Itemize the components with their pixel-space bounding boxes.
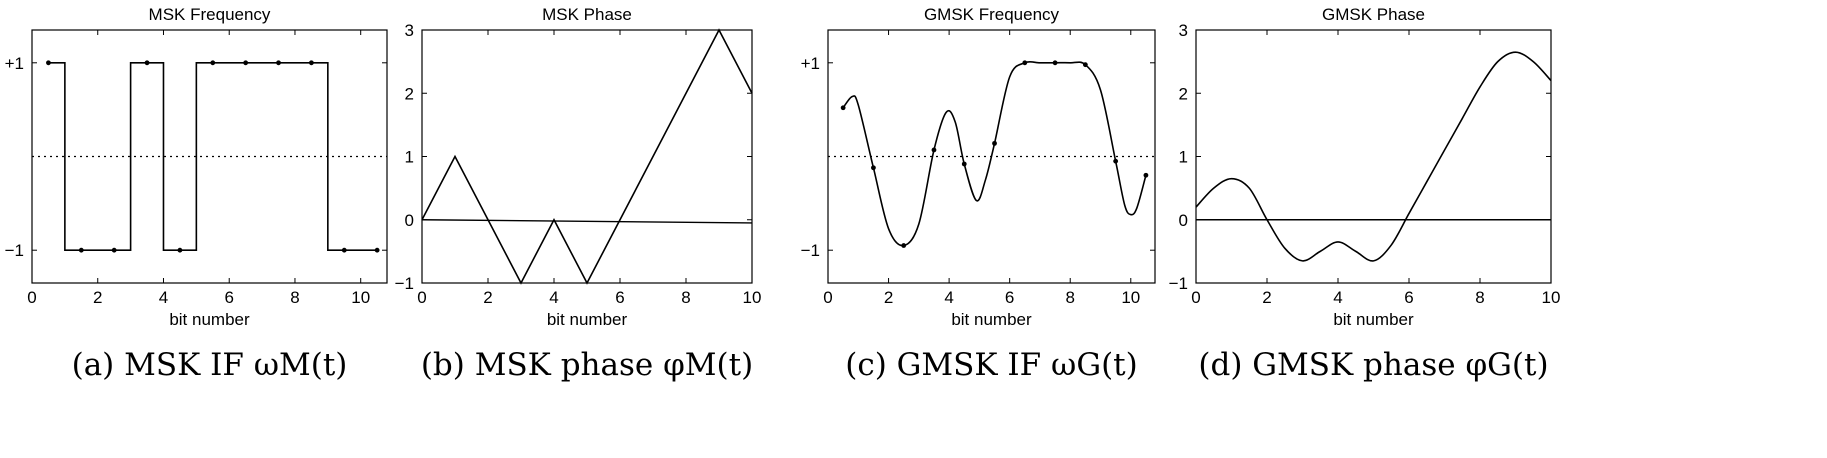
x-tick-label: 2	[93, 288, 102, 307]
x-tick-label: 4	[159, 288, 168, 307]
y-tick-label: 0	[1179, 211, 1188, 230]
data-point	[931, 147, 937, 153]
data-point	[341, 247, 347, 253]
data-point	[78, 247, 84, 253]
y-tick-label: 3	[1179, 21, 1188, 40]
x-tick-label: 2	[884, 288, 893, 307]
data-point	[243, 60, 249, 66]
reference-line	[421, 219, 753, 224]
data-point	[210, 60, 216, 66]
x-axis-label: bit number	[169, 310, 250, 329]
data-point	[840, 105, 846, 111]
series-line	[842, 60, 1147, 247]
data-point	[46, 60, 51, 66]
x-tick-label: 2	[1262, 288, 1271, 307]
y-tick-label: 1	[405, 148, 414, 167]
panel-msk-phase: MSK Phase bit number (b) MSK phase φM(t)…	[395, 5, 762, 383]
x-tick-label: 10	[743, 288, 762, 307]
figure-caption: (b) MSK phase φM(t)	[421, 347, 753, 383]
chart-title: GMSK Phase	[1322, 5, 1425, 24]
x-tick-label: 0	[417, 288, 426, 307]
data-point	[308, 60, 314, 66]
x-tick-label: 4	[944, 288, 953, 307]
y-tick-label: −1	[801, 241, 820, 260]
y-tick-label: −1	[5, 241, 24, 260]
data-point	[1022, 60, 1028, 66]
x-tick-label: 6	[615, 288, 624, 307]
x-axis-label: bit number	[1333, 310, 1414, 329]
y-tick-label: 3	[405, 21, 414, 40]
x-axis-label: bit number	[951, 310, 1032, 329]
x-tick-label: 10	[1121, 288, 1140, 307]
data-point	[144, 60, 150, 66]
x-tick-label: 0	[1191, 288, 1200, 307]
chart-title: MSK Frequency	[149, 5, 271, 24]
y-tick-label: 2	[405, 84, 414, 103]
data-point	[1052, 60, 1058, 66]
figure-caption: (a) MSK IF ωM(t)	[72, 347, 348, 383]
x-tick-label: 4	[549, 288, 558, 307]
data-point	[1082, 62, 1088, 68]
x-tick-label: 0	[27, 288, 36, 307]
x-tick-label: 8	[681, 288, 690, 307]
x-tick-label: 8	[1065, 288, 1074, 307]
x-tick-label: 4	[1333, 288, 1342, 307]
data-point	[992, 140, 997, 146]
x-tick-label: 0	[823, 288, 832, 307]
panel-gmsk-frequency: GMSK Frequency bit number (c) GMSK IF ωG…	[801, 5, 1156, 383]
y-tick-label: −1	[395, 274, 414, 293]
series-line	[1195, 51, 1552, 262]
series-line	[421, 28, 753, 285]
y-tick-label: 2	[1179, 84, 1188, 103]
axes-frame	[421, 29, 753, 284]
panel-gmsk-phase: GMSK Phase bit number (d) GMSK phase φG(…	[1169, 5, 1561, 383]
axes-frame	[1195, 29, 1552, 284]
data-point	[961, 161, 967, 167]
x-tick-label: 8	[290, 288, 299, 307]
x-tick-label: 6	[224, 288, 233, 307]
data-point	[1113, 158, 1119, 164]
data-point	[871, 165, 876, 171]
y-tick-label: −1	[1169, 274, 1188, 293]
figure-caption: (d) GMSK phase φG(t)	[1198, 347, 1548, 383]
data-point	[177, 247, 183, 253]
panel-msk-frequency: MSK Frequency bit number (a) MSK IF ωM(t…	[5, 5, 388, 383]
y-tick-label: 0	[405, 211, 414, 230]
y-tick-label: 1	[1179, 148, 1188, 167]
x-tick-label: 8	[1475, 288, 1484, 307]
x-tick-label: 10	[351, 288, 370, 307]
x-tick-label: 6	[1404, 288, 1413, 307]
y-tick-label: +1	[5, 54, 24, 73]
data-point	[1143, 172, 1149, 178]
chart-title: GMSK Frequency	[924, 5, 1060, 24]
data-point	[901, 243, 907, 248]
data-point	[374, 247, 380, 253]
figure-caption: (c) GMSK IF ωG(t)	[845, 347, 1137, 383]
chart-title: MSK Phase	[542, 5, 632, 24]
x-axis-label: bit number	[547, 310, 628, 329]
x-tick-label: 2	[483, 288, 492, 307]
x-tick-label: 6	[1005, 288, 1014, 307]
data-point	[111, 247, 117, 253]
data-point	[276, 60, 281, 66]
x-tick-label: 10	[1542, 288, 1561, 307]
y-tick-label: +1	[801, 54, 820, 73]
